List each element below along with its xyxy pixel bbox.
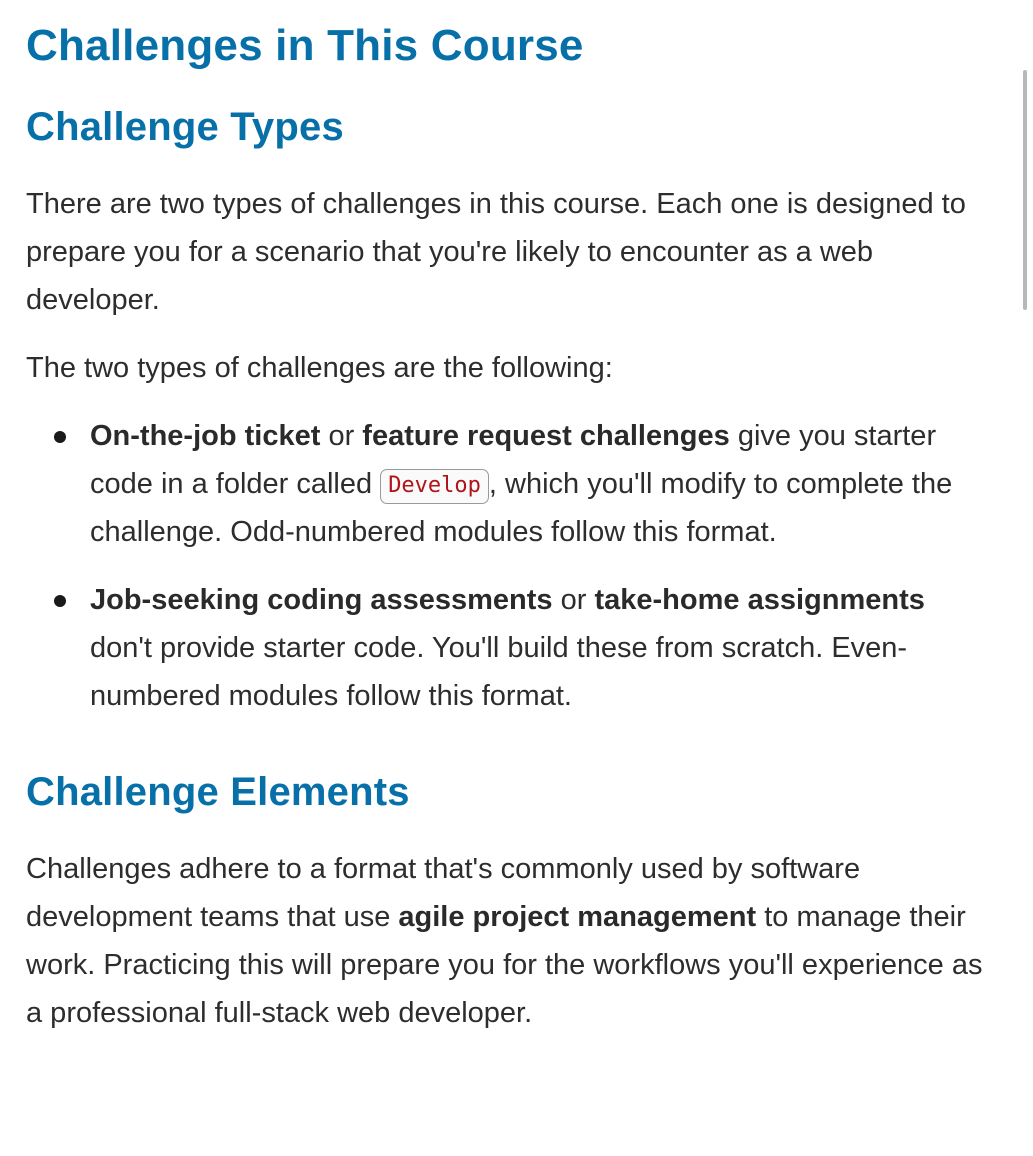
bold-on-the-job-ticket: On-the-job ticket [90, 420, 321, 452]
challenge-types-intro: There are two types of challenges in thi… [26, 188, 966, 316]
bold-job-seeking: Job-seeking coding assessments [90, 584, 553, 616]
challenge-types-list-intro: The two types of challenges are the foll… [26, 352, 613, 384]
list-item-join: or [552, 584, 595, 616]
body-text: to manage their work. Practicing this wi… [26, 901, 983, 1029]
section-heading-challenge-elements: Challenge Elements [26, 770, 410, 814]
list-item-text: don't provide starter code. You'll build… [90, 632, 908, 712]
page-title: Challenges in This Course [26, 21, 584, 70]
list-item-join: or [320, 420, 363, 452]
body-text: Challenges adhere to a format that's com… [26, 853, 861, 933]
challenge-types-list: On-the-job ticket or feature request cha… [26, 412, 986, 720]
bullet-icon [54, 431, 66, 443]
list-item-text: , which you'll modify to complete the ch… [90, 468, 953, 548]
inline-code-develop: Develop [380, 469, 489, 504]
bold-feature-request: feature request challenges [362, 420, 730, 452]
content-area: Challenges in This Course Challenge Type… [26, 0, 986, 1037]
bold-take-home: take-home assignments [594, 584, 925, 616]
list-item-job-seeking: Job-seeking coding assessments or take-h… [54, 576, 986, 720]
challenge-elements-body: Challenges adhere to a format that's com… [26, 845, 986, 1037]
bullet-icon [54, 595, 66, 607]
bold-agile-project-management: agile project management [398, 901, 757, 933]
scrollbar-thumb[interactable] [1023, 70, 1027, 310]
list-item-on-the-job: On-the-job ticket or feature request cha… [54, 412, 986, 556]
section-heading-challenge-types: Challenge Types [26, 105, 344, 149]
list-item-text: give you starter code in a folder called [90, 420, 937, 500]
vertical-scrollbar[interactable] [1023, 70, 1027, 310]
